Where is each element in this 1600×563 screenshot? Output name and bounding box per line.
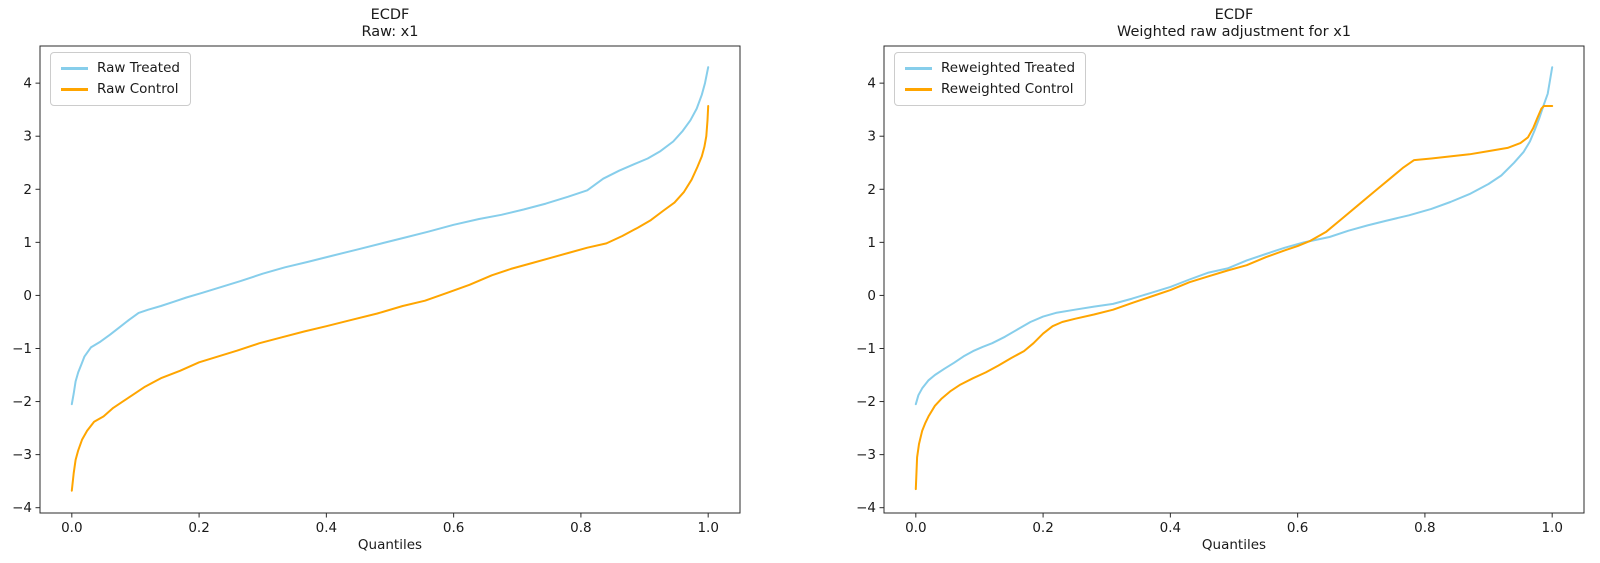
right-y-tick-label: 1	[867, 235, 876, 251]
legend-entry-raw-control: Raw Control	[58, 79, 180, 100]
right-axes-frame	[883, 45, 1585, 514]
legend-entry-raw-treated: Raw Treated	[58, 58, 180, 79]
left-plot-title-line1: ECDF	[370, 7, 410, 23]
legend-line-swatch-raw-treated	[61, 67, 88, 70]
left-y-tick-label: 2	[23, 182, 32, 198]
left-ecdf-line-raw-treated	[70, 66, 710, 406]
right-y-tick-label: 0	[867, 288, 876, 304]
left-x-tick-label: 1.0	[697, 520, 718, 536]
left-x-tick-label: 0.8	[570, 520, 591, 536]
left-y-tick-label: 4	[23, 76, 32, 92]
legend-line-swatch-reweighted-treated	[905, 67, 932, 70]
left-plot-title-line2: Raw: x1	[361, 23, 419, 40]
legend-label-reweighted-control: Reweighted Control	[941, 81, 1074, 97]
left-y-tick-label: −2	[12, 394, 32, 410]
right-plot-title: ECDF Weighted raw adjustment for x1	[884, 7, 1584, 40]
right-x-tick-label: 1.0	[1541, 520, 1562, 536]
left-plot-title: ECDF Raw: x1	[40, 7, 740, 40]
right-y-tick-label: 4	[867, 76, 876, 92]
left-y-tick-label: 3	[23, 129, 32, 145]
legend-entry-reweighted-treated: Reweighted Treated	[902, 58, 1075, 79]
right-y-tick-label: 2	[867, 182, 876, 198]
right-plot-title-line2: Weighted raw adjustment for x1	[1117, 23, 1351, 40]
legend-label-raw-treated: Raw Treated	[97, 60, 180, 76]
right-y-tick-label: −2	[856, 394, 876, 410]
right-x-tick-label: 0.2	[1032, 520, 1053, 536]
left-legend: Raw Treated Raw Control	[50, 52, 191, 106]
left-y-tick-label: 0	[23, 288, 32, 304]
right-x-tick-label: 0.6	[1287, 520, 1308, 536]
right-plot-title-line1: ECDF	[1214, 7, 1254, 23]
right-x-tick-label: 0.4	[1160, 520, 1181, 536]
right-legend: Reweighted Treated Reweighted Control	[894, 52, 1087, 106]
left-x-tick-label: 0.2	[188, 520, 209, 536]
right-y-tick-label: −1	[856, 341, 876, 357]
right-x-tick-label: 0.8	[1414, 520, 1435, 536]
right-y-tick-label: −3	[856, 447, 876, 463]
left-y-tick-label: −3	[12, 447, 32, 463]
left-ecdf-line-raw-control	[70, 105, 710, 492]
left-xaxis-label: Quantiles	[357, 537, 423, 553]
legend-label-reweighted-treated: Reweighted Treated	[941, 60, 1076, 76]
right-ecdf-line-reweighted-treated	[914, 66, 1554, 406]
right-y-tick-label: −4	[856, 500, 876, 516]
right-ecdf-line-reweighted-control	[914, 105, 1554, 491]
left-y-tick-label: −4	[12, 500, 32, 516]
left-x-tick-label: 0.6	[443, 520, 464, 536]
left-axes-frame	[39, 45, 741, 514]
left-y-tick-label: −1	[12, 341, 32, 357]
legend-line-swatch-raw-control	[61, 88, 88, 91]
left-x-tick-label: 0.0	[61, 520, 82, 536]
left-x-tick-label: 0.4	[316, 520, 337, 536]
right-xaxis-label: Quantiles	[1201, 537, 1267, 553]
right-y-tick-label: 3	[867, 129, 876, 145]
legend-line-swatch-reweighted-control	[905, 88, 932, 91]
legend-label-raw-control: Raw Control	[97, 81, 179, 97]
left-y-tick-label: 1	[23, 235, 32, 251]
right-x-tick-label: 0.0	[905, 520, 926, 536]
legend-entry-reweighted-control: Reweighted Control	[902, 79, 1075, 100]
